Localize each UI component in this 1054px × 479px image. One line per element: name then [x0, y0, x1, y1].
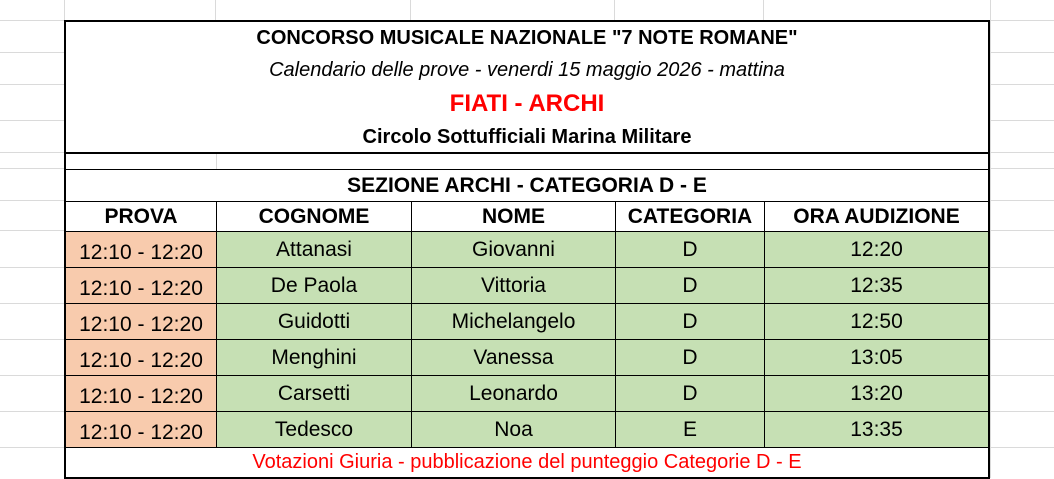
- cognome-cell[interactable]: Guidotti: [217, 304, 412, 339]
- schedule-table: CONCORSO MUSICALE NAZIONALE "7 NOTE ROMA…: [64, 20, 990, 479]
- group-row: FIATI - ARCHI: [66, 86, 988, 122]
- prova-cell[interactable]: 12:10 - 12:20: [66, 340, 217, 375]
- prova-cell[interactable]: 12:10 - 12:20: [66, 304, 217, 339]
- cognome-cell[interactable]: De Paola: [217, 268, 412, 303]
- prova-cell[interactable]: 12:10 - 12:20: [66, 232, 217, 267]
- ora-audizione-cell[interactable]: 12:20: [765, 232, 988, 267]
- table-row: 12:10 - 12:20 Carsetti Leonardo D 13:20: [66, 376, 988, 412]
- footer-note[interactable]: Votazioni Giuria - pubblicazione del pun…: [252, 451, 802, 473]
- ora-audizione-cell[interactable]: 13:20: [765, 376, 988, 411]
- ora-audizione-cell[interactable]: 12:50: [765, 304, 988, 339]
- cognome-cell[interactable]: Tedesco: [217, 412, 412, 447]
- header-categoria[interactable]: CATEGORIA: [616, 202, 765, 231]
- table-row: 12:10 - 12:20 Menghini Vanessa D 13:05: [66, 340, 988, 376]
- section-row: SEZIONE ARCHI - CATEGORIA D - E: [66, 170, 988, 202]
- table-row: 12:10 - 12:20 Tedesco Noa E 13:35: [66, 412, 988, 448]
- nome-cell[interactable]: Leonardo: [412, 376, 616, 411]
- nome-cell[interactable]: Vanessa: [412, 340, 616, 375]
- venue-row: Circolo Sottufficiali Marina Militare: [66, 122, 988, 154]
- blank-cell[interactable]: [66, 154, 217, 169]
- ora-audizione-cell[interactable]: 13:35: [765, 412, 988, 447]
- categoria-cell[interactable]: E: [616, 412, 765, 447]
- ora-audizione-cell[interactable]: 13:05: [765, 340, 988, 375]
- nome-cell[interactable]: Vittoria: [412, 268, 616, 303]
- header-prova[interactable]: PROVA: [66, 202, 217, 231]
- group-title[interactable]: FIATI - ARCHI: [449, 90, 605, 117]
- footer-row: Votazioni Giuria - pubblicazione del pun…: [66, 448, 988, 479]
- calendar-subtitle[interactable]: Calendario delle prove - venerdi 15 magg…: [269, 58, 785, 81]
- blank-row: [66, 154, 988, 170]
- header-cognome[interactable]: COGNOME: [217, 202, 412, 231]
- title-row: CONCORSO MUSICALE NAZIONALE "7 NOTE ROMA…: [66, 22, 988, 54]
- header-ora-audizione[interactable]: ORA AUDIZIONE: [793, 204, 960, 228]
- cognome-cell[interactable]: Carsetti: [217, 376, 412, 411]
- nome-cell[interactable]: Michelangelo: [412, 304, 616, 339]
- categoria-cell[interactable]: D: [616, 304, 765, 339]
- ora-audizione-cell[interactable]: 12:35: [765, 268, 988, 303]
- venue[interactable]: Circolo Sottufficiali Marina Militare: [362, 125, 692, 148]
- categoria-cell[interactable]: D: [616, 268, 765, 303]
- categoria-cell[interactable]: D: [616, 376, 765, 411]
- nome-cell[interactable]: Noa: [412, 412, 616, 447]
- table-row: 12:10 - 12:20 De Paola Vittoria D 12:35: [66, 268, 988, 304]
- categoria-cell[interactable]: D: [616, 340, 765, 375]
- cognome-cell[interactable]: Menghini: [217, 340, 412, 375]
- column-header-row: PROVA COGNOME NOME CATEGORIA ORA AUDIZIO…: [66, 202, 988, 232]
- cognome-cell[interactable]: Attanasi: [217, 232, 412, 267]
- contest-title[interactable]: CONCORSO MUSICALE NAZIONALE "7 NOTE ROMA…: [256, 26, 798, 49]
- table-row: 12:10 - 12:20 Attanasi Giovanni D 12:20: [66, 232, 988, 268]
- table-row: 12:10 - 12:20 Guidotti Michelangelo D 12:50: [66, 304, 988, 340]
- subtitle-row: Calendario delle prove - venerdi 15 magg…: [66, 54, 988, 86]
- prova-cell[interactable]: 12:10 - 12:20: [66, 268, 217, 303]
- section-title[interactable]: SEZIONE ARCHI - CATEGORIA D - E: [347, 173, 707, 197]
- prova-cell[interactable]: 12:10 - 12:20: [66, 412, 217, 447]
- nome-cell[interactable]: Giovanni: [412, 232, 616, 267]
- header-nome[interactable]: NOME: [412, 202, 616, 231]
- blank-cell[interactable]: [217, 154, 988, 169]
- prova-cell[interactable]: 12:10 - 12:20: [66, 376, 217, 411]
- categoria-cell[interactable]: D: [616, 232, 765, 267]
